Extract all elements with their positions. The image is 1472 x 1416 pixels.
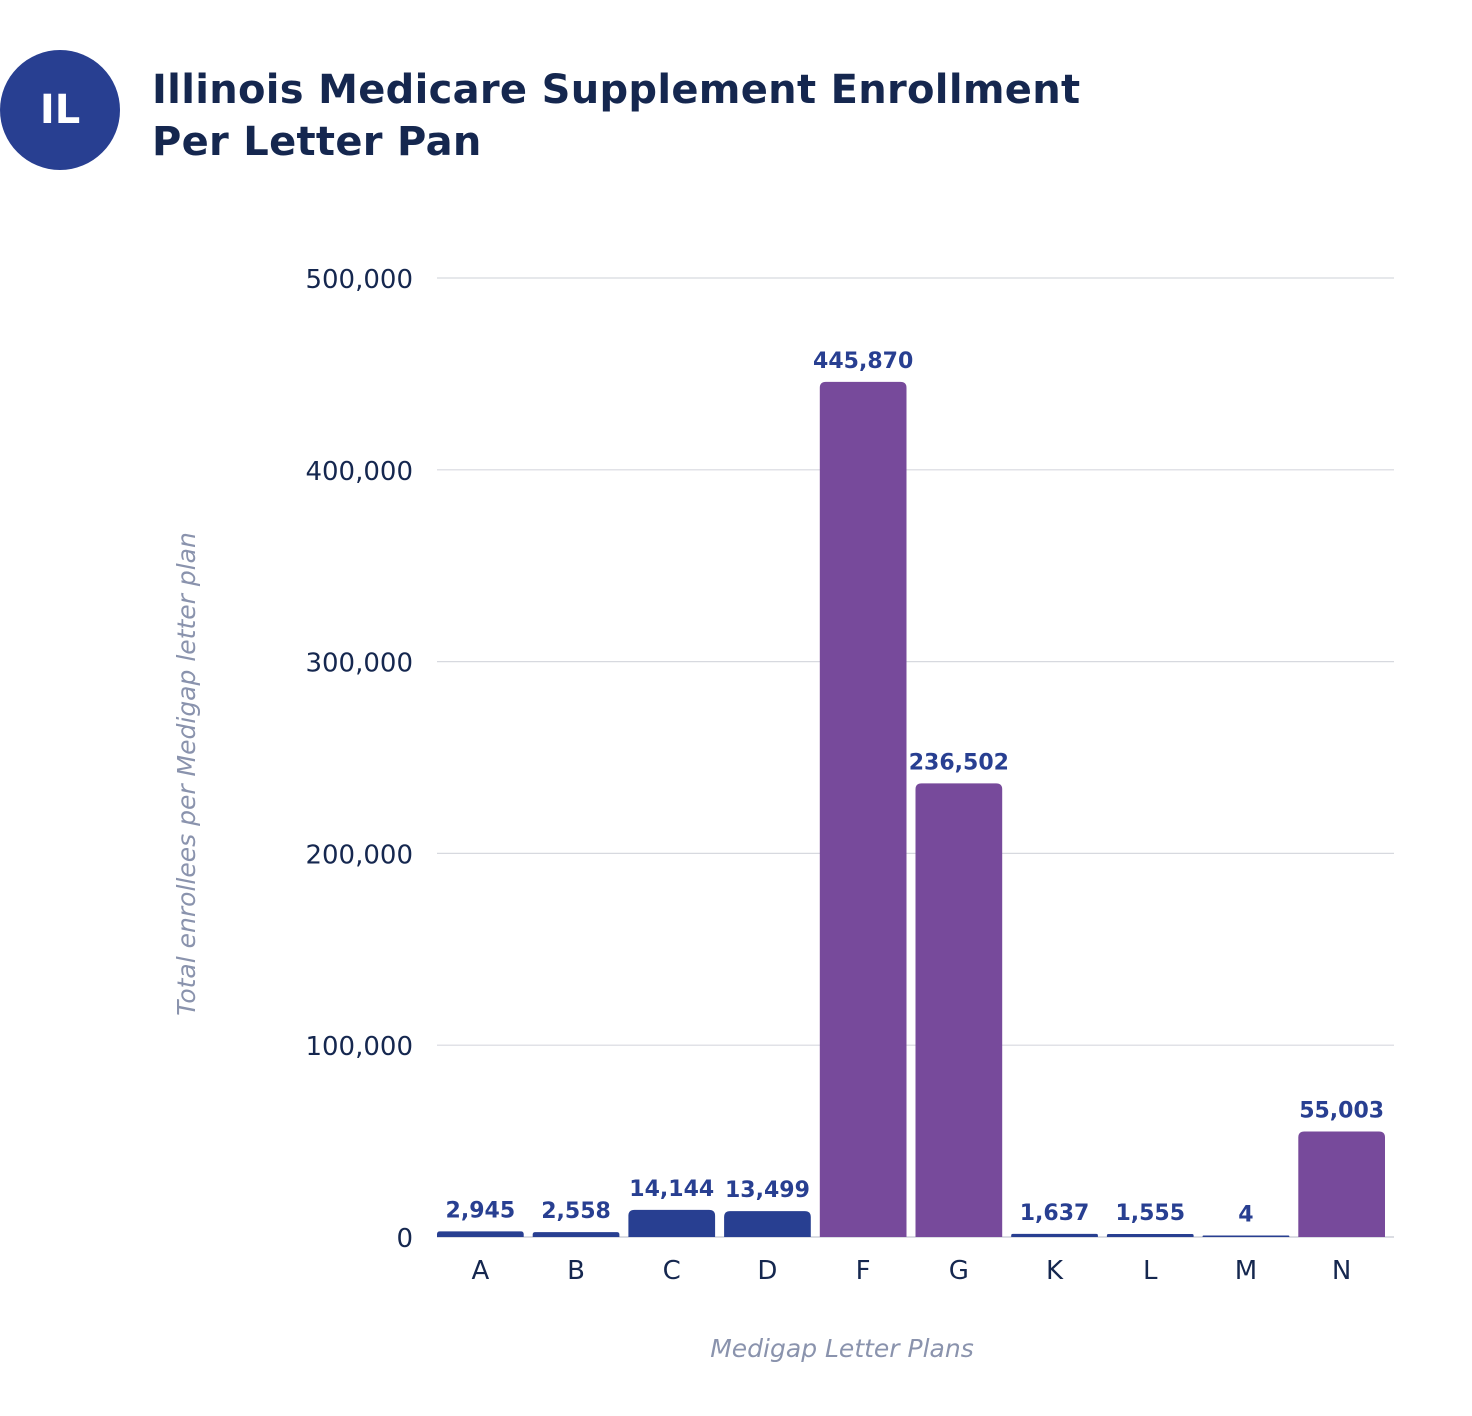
bar-C [628,1209,716,1237]
chart-title: Illinois Medicare Supplement Enrollment … [152,64,1080,168]
y-tick-label: 0 [396,1224,413,1254]
state-badge-text: IL [39,87,81,133]
chart-title-line2: Per Letter Pan [152,119,482,165]
data-label: 236,502 [909,750,1009,775]
data-label: 1,637 [1020,1201,1090,1226]
data-label: 14,144 [629,1177,714,1202]
y-tick-label: 300,000 [305,649,413,679]
bar-F [819,381,907,1237]
data-label: 2,945 [446,1198,516,1223]
bar-N [1298,1131,1385,1237]
x-tick-label: B [567,1256,585,1286]
x-tick-label: L [1143,1256,1158,1286]
data-label: 445,870 [813,349,913,374]
x-tick-label: G [949,1256,969,1286]
x-tick-label: F [856,1256,871,1286]
x-tick-label: C [663,1256,681,1286]
bar-G [915,783,1003,1237]
bar-M [1202,1235,1290,1237]
x-tick-label: D [757,1256,777,1286]
y-tick-label: 400,000 [305,457,413,487]
x-tick-label: K [1046,1256,1064,1286]
y-tick-label: 100,000 [305,1032,413,1062]
bar-B [532,1232,620,1237]
y-tick-label: 500,000 [305,265,413,295]
bar-A [437,1231,524,1237]
state-badge: IL [0,50,120,170]
data-label: 4 [1238,1203,1253,1228]
chart-title-line1: Illinois Medicare Supplement Enrollment [152,67,1081,113]
bar-D [724,1211,811,1237]
data-label: 13,499 [725,1178,810,1203]
bar-L [1106,1234,1194,1237]
x-axis-label: Medigap Letter Plans [710,1334,974,1363]
data-label: 2,558 [541,1199,611,1224]
data-label: 1,555 [1115,1201,1185,1226]
x-tick-label: A [471,1256,489,1286]
x-tick-label: M [1235,1256,1257,1286]
y-axis-label: Total enrollees per Medigap letter plan [172,532,201,1016]
y-tick-label: 200,000 [305,840,413,870]
x-tick-label: N [1332,1256,1351,1286]
data-label: 55,003 [1299,1099,1384,1124]
bar-K [1011,1233,1098,1237]
